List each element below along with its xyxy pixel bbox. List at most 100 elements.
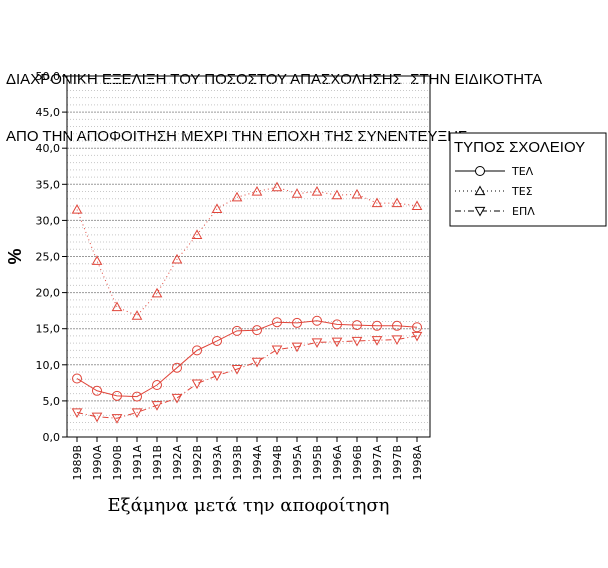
y-tick-label: 25,0 [36,251,61,264]
x-tick-label: 1994Α [251,445,264,481]
y-tick-label: 50,0 [36,70,61,83]
data-point [411,200,423,211]
data-point [352,320,362,331]
y-tick-label: 40,0 [36,142,61,155]
data-point [191,229,203,239]
data-point [271,345,283,356]
legend-item-ΤΕΣ: ΤΕΣ [455,185,533,198]
data-point [92,385,102,396]
data-point [131,310,143,320]
legend: ΤΥΠΟΣ ΣΧΟΛΕΙΟΥ ΤΕΛ ΤΕΣ ΕΠΛ [449,132,607,227]
data-point [112,390,122,401]
data-point [371,197,383,208]
series-line [76,335,418,419]
data-point [391,197,403,208]
y-tick-label: 30,0 [36,214,61,227]
data-point [152,380,162,391]
legend-marker [475,166,485,176]
legend-box [449,132,607,227]
data-point [371,336,383,346]
x-tick-label: 1990Α [91,445,104,481]
y-axis-label: % [5,248,25,264]
data-point [351,188,363,199]
data-point [151,287,163,298]
x-tick-label: 1998Α [411,445,424,481]
data-point [331,337,343,348]
series-ΕΠΛ [71,331,423,424]
grid-lines [67,75,430,438]
data-point [172,362,182,373]
x-tick-label: 1995Α [291,445,304,481]
legend-item-label: ΤΕΣ [511,185,533,198]
data-point [211,371,223,382]
x-tick-label: 1991Α [131,445,144,481]
data-point [211,203,223,213]
chart-title-line-1: ΔΙΑΧΡΟΝΙΚΗ ΕΞΕΛΙΞΗ ΤΟΥ ΠΟΣΟΣΤΟΥ ΑΠΑΣΧΟΛΗ… [6,71,543,88]
data-point [311,338,323,348]
y-tick-label: 35,0 [36,178,61,191]
data-point [412,322,422,333]
data-point [91,412,103,423]
data-point [331,189,343,200]
y-tick-label: 15,0 [36,323,61,336]
y-tick-label: 20,0 [36,287,61,300]
data-point [171,393,183,404]
legend-item-label: ΤΕΛ [511,165,534,178]
data-point [232,325,242,336]
x-tick-label: 1993Α [211,445,224,481]
series-ΤΕΣ [71,181,423,320]
data-point [312,315,322,326]
legend-item-ΤΕΛ: ΤΕΛ [455,165,534,178]
legend-item-ΕΠΛ: ΕΠΛ [455,205,535,218]
series-layer [71,181,423,424]
series-ΤΕΛ [72,315,422,402]
data-point [111,414,123,424]
y-tick-label: 5,0 [43,395,61,408]
x-tick-label: 1989Β [71,445,84,481]
x-tick-label: 1997Β [391,445,404,481]
x-tick-label: 1996Α [331,445,344,481]
x-tick-label: 1995Β [311,445,324,481]
data-point [271,181,283,192]
data-point [332,319,342,330]
x-tick-label: 1990Β [111,445,124,481]
x-tick-label: 1997Α [371,445,384,481]
data-point [372,320,382,331]
x-axis-label: Εξάμηνα μετά την αποφοίτηση [108,495,390,516]
data-point [111,301,123,312]
y-axis: 0,0 5,0 10,0 15,0 20,0 25,0 30,0 35,0 40,0 45,0 50… [36,70,67,444]
x-tick-label: 1996Β [351,445,364,481]
data-point [231,365,243,375]
legend-title: ΤΥΠΟΣ ΣΧΟΛΕΙΟΥ [454,139,585,156]
data-point [392,320,402,331]
data-point [251,357,263,368]
y-tick-label: 45,0 [36,106,61,119]
data-point [131,408,143,418]
x-tick-label: 1991Β [151,445,164,481]
data-point [292,317,302,328]
x-tick-label: 1992Α [171,445,184,481]
legend-marker [474,185,486,196]
data-point [272,317,282,328]
data-point [252,325,262,336]
data-point [171,253,183,264]
x-tick-label: 1992Β [191,445,204,481]
data-point [71,204,83,214]
data-point [191,379,203,390]
data-point [351,336,363,347]
data-point [132,391,142,402]
y-tick-label: 10,0 [36,359,61,372]
x-tick-label: 1994Β [271,445,284,481]
data-point [71,408,83,418]
data-point [151,401,163,411]
data-point [291,188,303,198]
legend-marker [474,206,486,217]
data-point [192,345,202,356]
data-point [212,335,222,346]
data-point [391,335,403,346]
data-point [311,185,323,196]
legend-item-label: ΕΠΛ [512,205,535,218]
series-line [76,186,418,317]
data-point [291,342,303,353]
